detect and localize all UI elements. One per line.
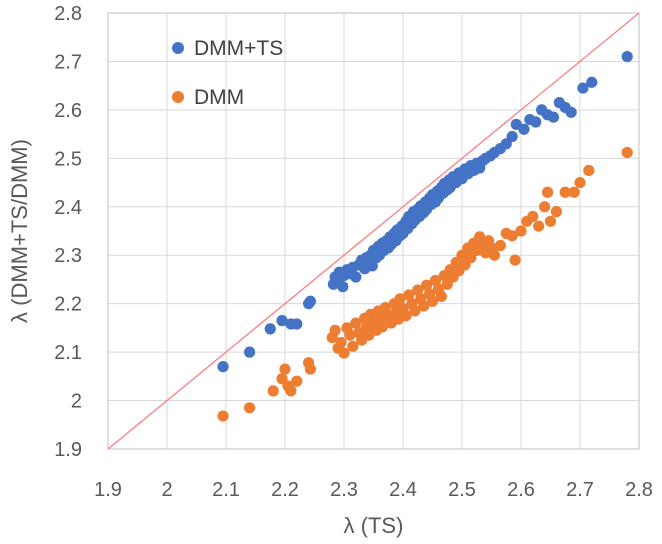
- y-tick-label: 2.4: [54, 197, 82, 219]
- point-dmm: [268, 385, 279, 396]
- point-dmm-ts: [265, 323, 276, 334]
- y-tick-label: 2.5: [54, 148, 82, 170]
- x-tick-label: 2: [161, 479, 172, 501]
- point-dmm: [285, 385, 296, 396]
- x-tick-label: 2.8: [625, 479, 653, 501]
- legend-marker-dmm-ts: [172, 42, 184, 54]
- legend-label-dmm-ts: DMM+TS: [194, 37, 283, 60]
- x-tick-label: 2.2: [271, 479, 299, 501]
- point-dmm: [569, 187, 580, 198]
- point-dmm: [527, 211, 538, 222]
- point-dmm-ts: [566, 107, 577, 118]
- point-dmm-ts: [507, 131, 518, 142]
- identity-reference-line: [108, 13, 639, 449]
- point-dmm-ts: [586, 77, 597, 88]
- point-dmm-ts: [350, 271, 361, 282]
- x-tick-label: 2.6: [507, 479, 535, 501]
- data-points: [217, 51, 632, 422]
- y-tick-label: 2.3: [54, 245, 82, 267]
- x-tick-label: 2.4: [389, 479, 417, 501]
- x-axis-title: λ (TS): [344, 513, 404, 538]
- point-dmm: [509, 254, 520, 265]
- point-dmm: [279, 363, 290, 374]
- y-tick-label: 2.1: [54, 342, 82, 364]
- point-dmm: [545, 216, 556, 227]
- point-dmm-ts: [622, 51, 633, 62]
- point-dmm-ts: [305, 296, 316, 307]
- x-tick-label: 2.5: [448, 479, 476, 501]
- point-dmm-ts: [530, 116, 541, 127]
- point-dmm: [515, 225, 526, 236]
- point-dmm: [330, 325, 341, 336]
- y-tick-label: 2: [71, 391, 82, 413]
- point-dmm: [291, 376, 302, 387]
- y-axis-tick-labels: 1.9 2 2.1 2.2 2.3 2.4 2.5 2.6 2.7 2.8: [54, 3, 82, 461]
- x-axis-tick-labels: 1.9 2 2.1 2.2 2.3 2.4 2.5 2.6 2.7 2.8: [94, 479, 653, 501]
- point-dmm: [338, 347, 349, 358]
- point-dmm: [244, 402, 255, 413]
- point-dmm: [335, 337, 346, 348]
- point-dmm: [217, 410, 228, 421]
- point-dmm: [583, 165, 594, 176]
- x-tick-label: 1.9: [94, 479, 122, 501]
- point-dmm: [489, 250, 500, 261]
- x-tick-label: 2.3: [330, 479, 358, 501]
- y-tick-label: 2.6: [54, 100, 82, 122]
- y-axis-title: λ (DMM+TS/DMM): [7, 139, 32, 323]
- point-dmm-ts: [337, 281, 348, 292]
- point-dmm-ts: [518, 124, 529, 135]
- legend-label-dmm: DMM: [194, 86, 244, 109]
- point-dmm: [551, 206, 562, 217]
- point-dmm: [539, 201, 550, 212]
- point-dmm: [495, 240, 506, 251]
- point-dmm: [305, 363, 316, 374]
- point-dmm-ts: [548, 112, 559, 123]
- y-tick-label: 2.7: [54, 51, 82, 73]
- point-dmm: [574, 177, 585, 188]
- point-dmm: [542, 187, 553, 198]
- x-tick-label: 2.1: [212, 479, 240, 501]
- point-dmm: [533, 221, 544, 232]
- y-tick-label: 2.2: [54, 294, 82, 316]
- legend: DMM+TS DMM: [172, 37, 283, 109]
- x-tick-label: 2.7: [566, 479, 594, 501]
- point-dmm-ts: [217, 361, 228, 372]
- point-dmm: [622, 147, 633, 158]
- point-dmm: [436, 291, 447, 302]
- point-dmm-ts: [291, 318, 302, 329]
- y-tick-label: 2.8: [54, 3, 82, 25]
- y-tick-label: 1.9: [54, 439, 82, 461]
- point-dmm-ts: [244, 347, 255, 358]
- legend-marker-dmm: [172, 91, 184, 103]
